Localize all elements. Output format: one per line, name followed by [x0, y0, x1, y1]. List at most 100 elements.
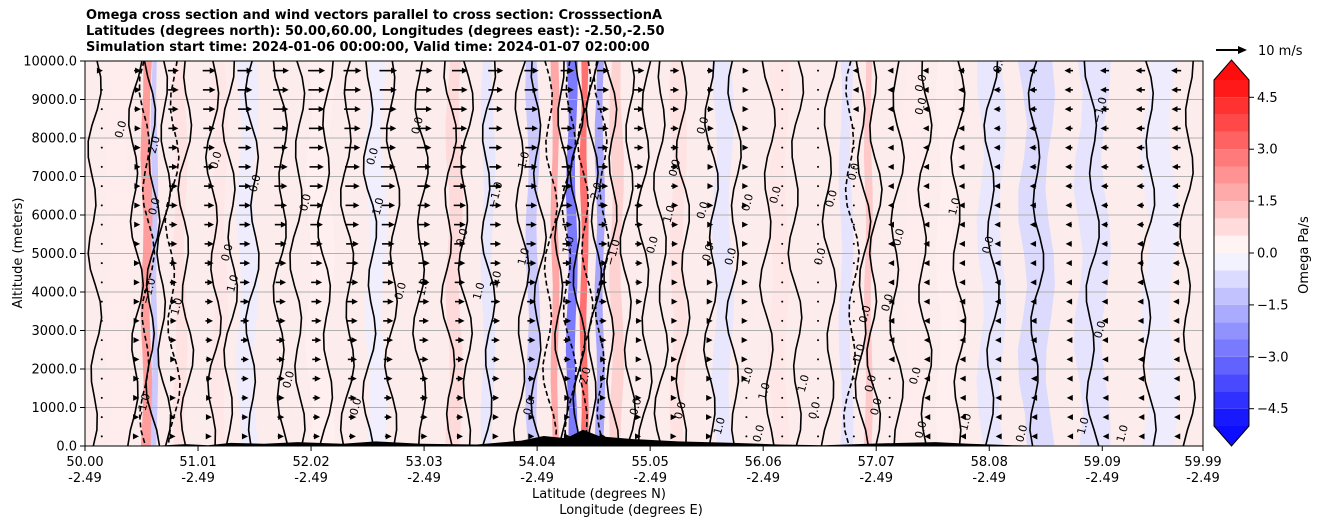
wind-vector [707, 67, 715, 74]
wind-vector-head [530, 260, 537, 267]
wind-vector-head [132, 433, 139, 440]
wind-vector-head [566, 202, 573, 209]
wind-vector-head [671, 279, 678, 286]
wind-vector [597, 125, 609, 132]
wind-vector-head [314, 375, 321, 382]
wind-vector [597, 144, 609, 151]
wind-vector [528, 375, 535, 382]
wind-vector-head [390, 106, 397, 113]
wind-vector [1065, 260, 1072, 267]
wind-vector-head [1102, 375, 1109, 382]
wind-vector [205, 356, 213, 363]
wind-vector [561, 106, 574, 113]
wind-vector [134, 221, 141, 228]
wind-vector [454, 279, 466, 286]
wind-vector [492, 433, 499, 440]
wind-vector-head [993, 86, 1000, 93]
wind-vector [562, 221, 573, 228]
wind-vector [741, 356, 748, 363]
wind-vector-head [209, 106, 216, 113]
wind-vector [1172, 260, 1180, 267]
omega-contour [758, 61, 777, 446]
wind-vector-head [529, 317, 536, 324]
x-axis: 50.00-2.4951.01-2.4952.02-2.4953.03-2.49… [66, 446, 1222, 486]
wind-vector-head [706, 414, 713, 421]
terrain-silhouette [85, 429, 1203, 446]
wind-vector-head [1064, 86, 1071, 93]
wind-vector-head [169, 414, 176, 421]
wind-vector [1102, 375, 1109, 382]
wind-vector-head [995, 337, 1002, 344]
wind-vector [1137, 317, 1144, 324]
wind-vector-head [672, 183, 679, 190]
wind-vector-head [244, 221, 251, 228]
wind-vector-head [492, 433, 499, 440]
wind-vector-dot [817, 108, 820, 111]
wind-vector-head [314, 414, 321, 421]
omega-contour [619, 61, 637, 446]
wind-vector-head [636, 317, 643, 324]
wind-vector [924, 433, 931, 440]
wind-vector-head [282, 106, 289, 113]
wind-vector [1171, 163, 1181, 170]
negative-omega-contour [164, 61, 181, 446]
wind-vector [203, 106, 216, 113]
x-tick-label-lat: 51.01 [179, 455, 216, 470]
wind-vector-head [389, 163, 396, 170]
wind-vector-head [134, 125, 141, 132]
wind-vector [384, 375, 393, 382]
wind-vector [994, 202, 1001, 209]
wind-vector [418, 298, 430, 305]
wind-vector-head [1173, 375, 1180, 382]
x-tick-label-lon: -2.49 [68, 471, 102, 486]
wind-vector-head [170, 317, 177, 324]
wind-vector-head [995, 375, 1002, 382]
wind-vector [345, 183, 360, 190]
wind-vector [563, 337, 572, 344]
wind-vector [311, 298, 322, 305]
wind-vector [1066, 337, 1073, 344]
wind-vector-head [1030, 356, 1037, 363]
wind-vector [852, 67, 859, 74]
wind-vector-head [492, 414, 499, 421]
x-tick-label-lon: -2.49 [181, 471, 215, 486]
x-tick-label-lon: -2.49 [746, 471, 780, 486]
wind-vector [817, 204, 820, 207]
omega-contour [221, 61, 239, 446]
wind-vector [169, 260, 178, 267]
wind-vector [888, 240, 895, 247]
wind-vector-head [354, 144, 361, 151]
wind-vector-head [923, 163, 930, 170]
colorbar-tick-label: −3.0 [1257, 350, 1289, 365]
wind-vector-dot [817, 127, 820, 130]
wind-vector [1100, 183, 1109, 190]
wind-vector [600, 375, 607, 382]
wind-vector [276, 375, 285, 382]
wind-vector [852, 416, 855, 419]
wind-vector-head [706, 337, 713, 344]
wind-vector [491, 317, 501, 324]
wind-vector-head [600, 317, 607, 324]
wind-vector-head [958, 163, 965, 170]
wind-vector-head [172, 86, 179, 93]
wind-vector [563, 433, 570, 440]
wind-vector [852, 86, 859, 93]
wind-vector [781, 416, 784, 419]
wind-vector-head [280, 221, 287, 228]
wind-vector [707, 240, 714, 247]
wind-vector-head [994, 298, 1001, 305]
wind-vector-dot [745, 416, 748, 419]
wind-vector-head [599, 394, 606, 401]
wind-vector-head [923, 317, 930, 324]
wind-vector-head [134, 106, 141, 113]
wind-vector [203, 144, 215, 151]
wind-vector [741, 260, 748, 267]
wind-vector [1102, 394, 1109, 401]
wind-vector [599, 298, 607, 305]
x-axis-label-lat: Latitude (degrees N) [532, 487, 666, 502]
wind-vector-head [349, 433, 356, 440]
wind-vector [276, 337, 286, 344]
wind-vector [597, 163, 609, 170]
wind-vector-head [134, 183, 141, 190]
